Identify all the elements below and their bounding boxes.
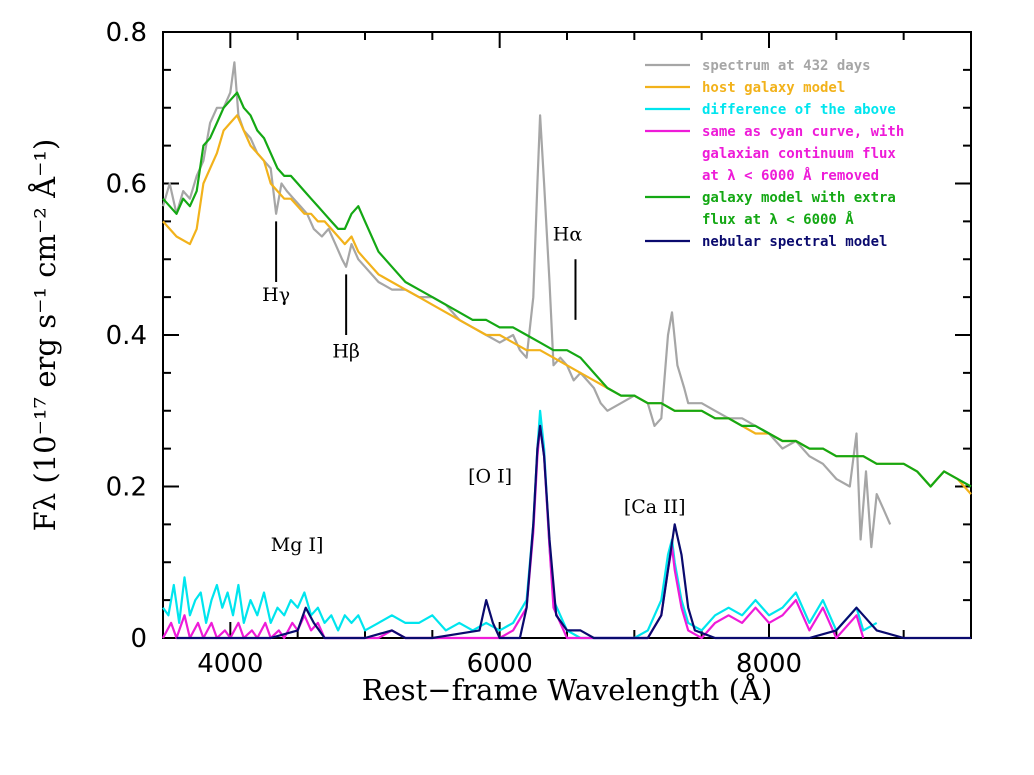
y-tick-label: 0.4 [106,321,147,351]
axis-ticks [162,31,972,639]
series-line-3 [162,424,865,640]
legend-label: nebular spectral model [702,234,887,250]
legend-label: galaxian continuum flux [702,146,896,162]
legend-label: galaxy model with extra [702,190,896,206]
y-tick-label: 0.2 [106,473,147,503]
line-label: Hβ [332,341,360,363]
x-axis-title: Rest−frame Wavelength (Å) [362,672,773,707]
tick-labels: 4000 6000 8000 0 0.2 0.4 0.6 0.8 [106,18,802,679]
series-layer [161,61,972,640]
series-line-2 [162,409,878,640]
legend-label: host galaxy model [702,80,845,96]
legend-label: flux at λ < 6000 Å [702,211,854,228]
x-tick-label: 8000 [736,649,802,679]
line-label: Hγ [262,284,290,306]
legend: spectrum at 432 days host galaxy model dif… [645,58,904,250]
x-tick-label: 4000 [197,649,263,679]
legend-label: spectrum at 432 days [702,58,871,74]
line-label: [Ca II] [624,496,686,518]
series-line-5 [176,424,971,640]
legend-label: same as cyan curve, with [702,124,904,140]
y-tick-label: 0 [130,624,147,654]
annotation-layer: Hγ Hβ Hα Mg I] [O I] [Ca II] [262,221,686,556]
line-label: [O I] [468,466,512,488]
line-label: Hα [553,223,583,245]
y-axis-title: Fλ (10⁻¹⁷ erg s⁻¹ cm⁻² Å⁻¹) [27,139,62,532]
legend-label: difference of the above [702,102,896,118]
y-tick-label: 0.8 [106,18,147,48]
line-label: Mg I] [271,534,324,556]
series-line-4 [162,91,972,488]
y-tick-label: 0.6 [106,170,147,200]
x-tick-label: 6000 [467,649,533,679]
series-line-0 [161,61,892,549]
legend-label: at λ < 6000 Å removed [702,167,879,184]
